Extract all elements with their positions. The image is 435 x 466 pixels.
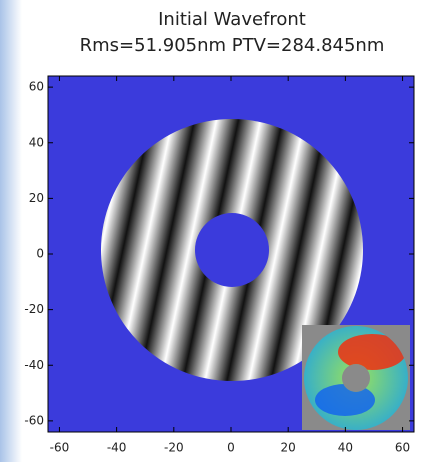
x-tick-label: 0	[227, 441, 235, 455]
y-tick-label: -40	[24, 358, 44, 372]
x-tick-label: -20	[164, 441, 184, 455]
y-tick-label: -20	[24, 302, 44, 316]
x-tick-label: -60	[50, 441, 70, 455]
y-tick-label: 40	[29, 135, 44, 149]
side-gradient	[0, 0, 22, 462]
y-tick-label: 0	[36, 247, 44, 261]
chart-subtitle: Rms=51.905nm PTV=284.845nm	[80, 35, 385, 56]
x-tick-label: 20	[281, 441, 296, 455]
chart-title: Initial Wavefront	[158, 9, 306, 30]
y-tick-label: -60	[24, 413, 44, 427]
x-tick-label: 60	[395, 441, 410, 455]
y-tick-label: 60	[29, 80, 44, 94]
page: Initial Wavefront Rms=51.905nm PTV=284.8…	[0, 0, 435, 462]
chart: Initial Wavefront Rms=51.905nm PTV=284.8…	[0, 0, 435, 462]
x-tick-label: 40	[338, 441, 353, 455]
x-tick-label: -40	[107, 441, 127, 455]
y-tick-label: 20	[29, 191, 44, 205]
